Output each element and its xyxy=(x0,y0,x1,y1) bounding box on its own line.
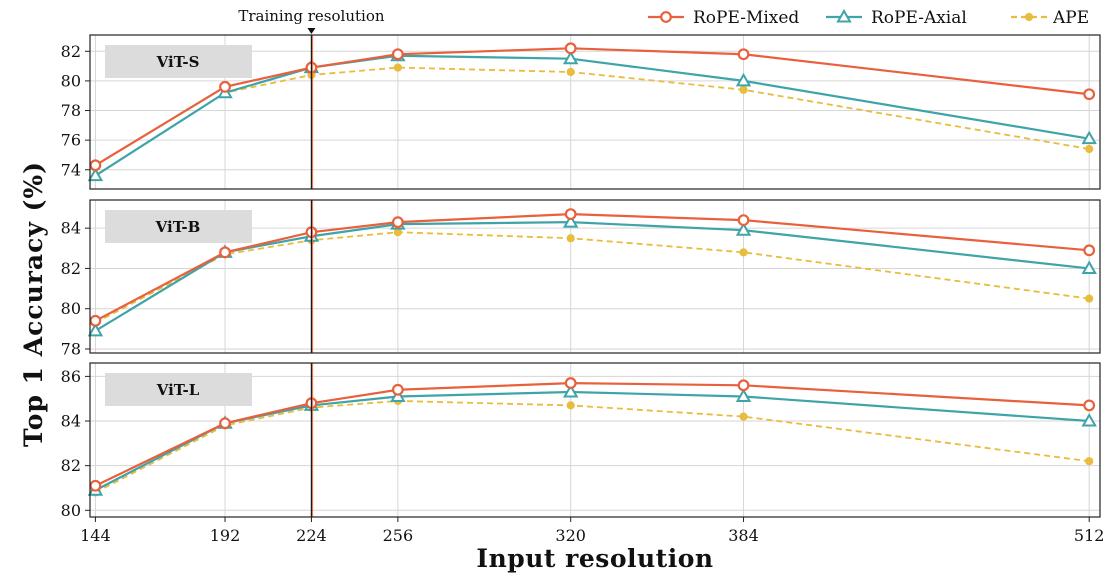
data-point-ape xyxy=(739,85,748,94)
data-point-rope-mixed xyxy=(219,417,231,430)
training-resolution-annotation: Training resolution xyxy=(238,7,384,25)
panel-label: ViT-S xyxy=(156,53,200,71)
data-point-rope-mixed xyxy=(219,246,231,259)
y-tick-label: 80 xyxy=(61,501,81,520)
y-tick-label: 84 xyxy=(61,412,81,431)
data-point-rope-axial xyxy=(735,222,752,236)
x-tick-label: 144 xyxy=(80,526,111,545)
panel-label-badge xyxy=(105,210,252,243)
data-point-rope-axial xyxy=(1081,260,1097,274)
y-tick-label: 76 xyxy=(61,131,81,150)
panel-frame xyxy=(89,34,1101,190)
data-point-ape xyxy=(1085,457,1094,466)
data-point-rope-axial xyxy=(1081,130,1097,145)
annotation-arrow-icon xyxy=(307,28,316,34)
panel-label-badge xyxy=(105,45,252,78)
data-point-rope-mixed xyxy=(391,216,404,229)
y-tick-label: 82 xyxy=(61,456,81,475)
legend-marker-rope-axial xyxy=(836,8,852,23)
y-tick-label: 78 xyxy=(61,339,81,358)
data-point-rope-mixed xyxy=(564,208,577,220)
legend: RoPE-Mixed RoPE-Axial APE xyxy=(648,8,1089,28)
data-point-ape xyxy=(566,401,575,410)
data-point-rope-axial xyxy=(390,388,406,402)
x-tick-label: 384 xyxy=(728,526,759,545)
data-point-rope-mixed xyxy=(1083,399,1096,412)
y-tick-label: 84 xyxy=(61,219,81,238)
data-point-rope-axial xyxy=(562,214,579,228)
data-point-ape xyxy=(739,412,748,421)
data-point-rope-axial xyxy=(735,388,752,402)
data-point-rope-axial xyxy=(735,72,752,87)
data-point-rope-mixed xyxy=(564,42,577,55)
data-point-rope-axial xyxy=(87,167,104,182)
panel-vit-s: 74 76 78 80 82 ViT-S xyxy=(61,34,1101,190)
y-tick-label: 80 xyxy=(61,71,81,90)
data-point-rope-mixed xyxy=(1083,88,1096,101)
x-axis-title: Input resolution xyxy=(476,544,713,573)
y-tick-label: 86 xyxy=(61,367,81,386)
data-point-rope-mixed xyxy=(737,214,750,227)
x-tick-label: 192 xyxy=(210,526,241,545)
data-point-ape xyxy=(566,67,575,77)
y-tick-label: 82 xyxy=(61,259,81,278)
data-point-rope-mixed xyxy=(1083,244,1096,257)
panel-label: ViT-B xyxy=(155,218,201,236)
panel-frame xyxy=(89,362,1101,518)
data-point-rope-mixed xyxy=(564,377,577,389)
data-point-ape xyxy=(739,248,748,257)
panel-vit-b: 78 80 82 84 ViT-B xyxy=(61,199,1101,358)
x-tick-label: 320 xyxy=(555,526,586,545)
legend-marker-ape xyxy=(1024,12,1034,22)
x-tick-label: 224 xyxy=(296,526,327,545)
legend-label: RoPE-Axial xyxy=(871,8,967,28)
data-point-rope-mixed xyxy=(89,314,102,327)
data-point-ape xyxy=(1085,294,1094,303)
y-axis-title: Top 1 Accuracy (%) xyxy=(19,161,48,447)
data-point-rope-mixed xyxy=(737,379,750,392)
data-point-rope-mixed xyxy=(89,159,102,172)
legend-item-rope-mixed: RoPE-Mixed xyxy=(648,8,799,28)
data-point-rope-mixed xyxy=(89,479,102,492)
data-point-ape xyxy=(566,234,575,243)
data-point-ape xyxy=(393,228,402,237)
data-point-rope-axial xyxy=(562,383,579,398)
data-point-rope-axial xyxy=(87,322,104,337)
panel-label: ViT-L xyxy=(156,381,200,399)
data-point-rope-axial xyxy=(562,50,579,65)
legend-label: APE xyxy=(1052,8,1089,28)
panel-frame xyxy=(89,199,1101,354)
legend-item-rope-axial: RoPE-Axial xyxy=(826,8,967,28)
data-point-ape xyxy=(393,63,402,72)
legend-item-ape: APE xyxy=(1011,8,1089,28)
panels: 74 76 78 80 82 ViT-S 78 80 82 84 ViT-B 80 82 84 86 ViT-… xyxy=(61,34,1105,545)
panel-background xyxy=(90,363,1100,517)
data-point-rope-axial xyxy=(1081,413,1097,427)
panel-label-badge xyxy=(105,373,252,406)
data-point-rope-mixed xyxy=(219,80,231,93)
x-tick-label: 512 xyxy=(1074,526,1105,545)
legend-label: RoPE-Mixed xyxy=(693,8,799,28)
x-tick-label: 256 xyxy=(383,526,414,545)
data-point-rope-mixed xyxy=(391,383,404,396)
panel-background xyxy=(90,200,1100,353)
y-tick-label: 78 xyxy=(61,101,81,120)
legend-marker-rope-mixed xyxy=(660,11,672,23)
data-point-ape xyxy=(1085,144,1094,154)
y-tick-label: 80 xyxy=(61,299,81,318)
panel-vit-l: 80 82 84 86 ViT-L 144 192 224 256 320 384 512 xyxy=(61,362,1105,545)
data-point-rope-mixed xyxy=(737,48,750,61)
data-point-rope-mixed xyxy=(391,48,404,61)
y-tick-label: 74 xyxy=(61,160,81,179)
y-tick-label: 82 xyxy=(61,42,81,61)
